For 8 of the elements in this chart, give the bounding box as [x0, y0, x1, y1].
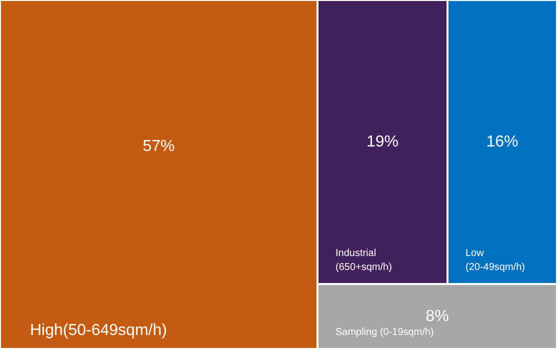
data-label: 8% [426, 308, 449, 325]
category-label: High(50-649sqm/h) [30, 322, 167, 339]
data-label: 16% [486, 133, 518, 150]
category-label: Industrial (650+sqm/h) [335, 248, 392, 274]
category-label: Sampling (0-19sqm/h) [335, 327, 434, 338]
category-label: Low (20-49sqm/h) [466, 248, 525, 274]
data-label: 19% [366, 133, 399, 150]
data-label: 57% [142, 138, 175, 155]
